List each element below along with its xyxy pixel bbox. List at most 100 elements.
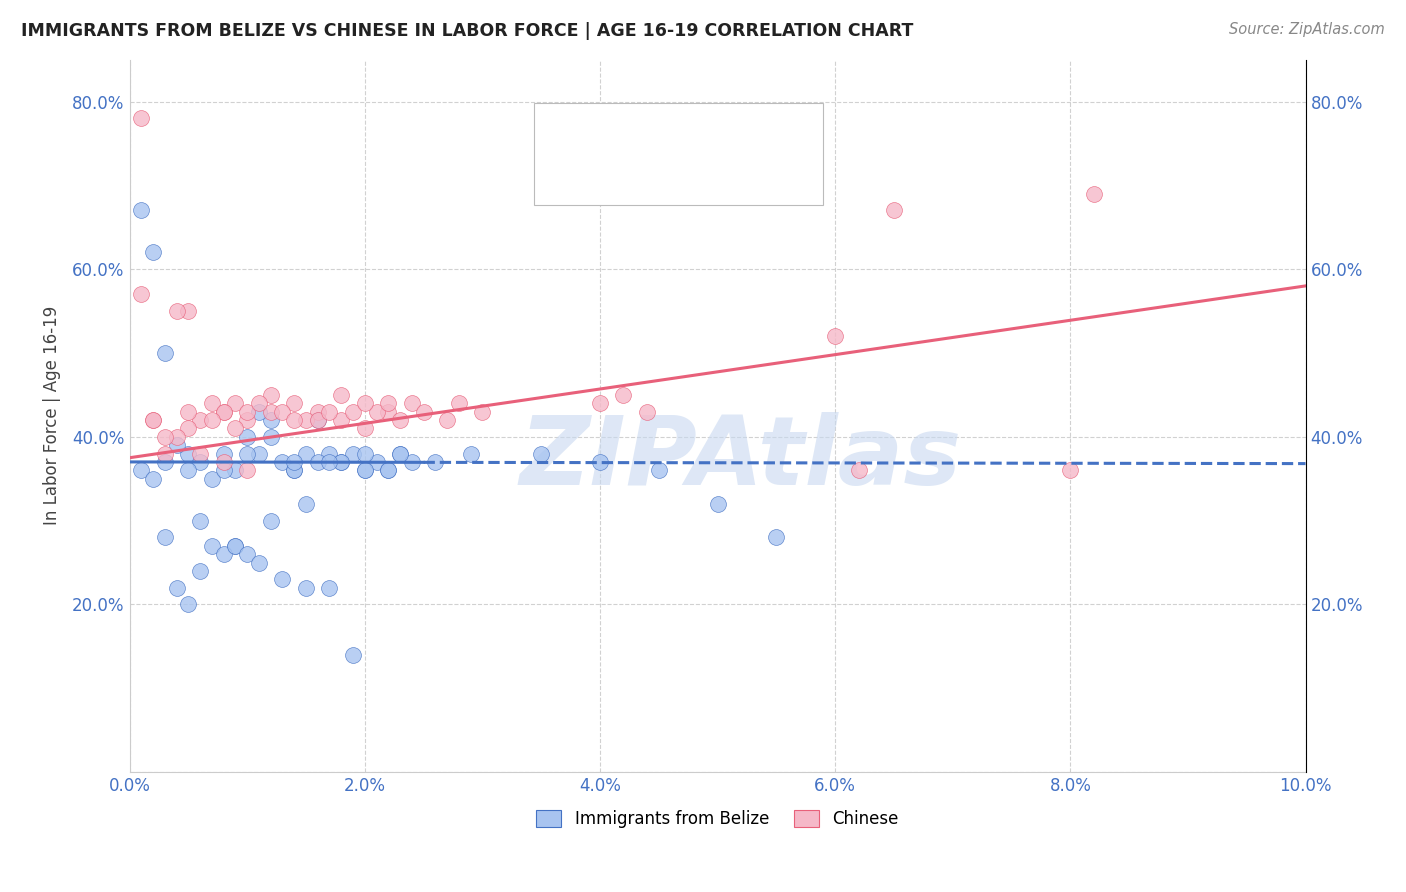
Point <box>283 396 305 410</box>
Point <box>212 455 235 469</box>
Point <box>201 396 224 410</box>
Point <box>247 396 270 410</box>
Bar <box>546 115 582 147</box>
Point <box>353 446 375 460</box>
Point <box>131 112 153 126</box>
Point <box>153 446 176 460</box>
Point <box>224 421 246 435</box>
Point <box>260 404 283 418</box>
Point <box>612 388 634 402</box>
Point <box>177 463 200 477</box>
Point <box>177 598 200 612</box>
Point <box>201 472 224 486</box>
Point <box>201 413 224 427</box>
Point <box>142 413 165 427</box>
Point <box>271 404 294 418</box>
Point <box>166 581 188 595</box>
Point <box>260 413 283 427</box>
Point <box>295 581 318 595</box>
Point <box>247 556 270 570</box>
Point <box>224 396 246 410</box>
Point <box>425 455 447 469</box>
Point <box>353 421 375 435</box>
Point <box>342 648 364 662</box>
Point <box>177 304 200 318</box>
Text: 0.268: 0.268 <box>640 168 696 186</box>
Point <box>283 463 305 477</box>
Point <box>389 413 412 427</box>
Point <box>471 404 494 418</box>
Text: Source: ZipAtlas.com: Source: ZipAtlas.com <box>1229 22 1385 37</box>
Point <box>212 547 235 561</box>
Point <box>307 413 329 427</box>
Text: R =: R = <box>592 168 634 186</box>
Point <box>377 463 399 477</box>
Point <box>188 564 211 578</box>
Point <box>224 539 246 553</box>
Point <box>377 396 399 410</box>
Text: N =: N = <box>714 168 751 186</box>
Point <box>247 446 270 460</box>
Point <box>353 463 375 477</box>
Text: 55: 55 <box>759 168 783 186</box>
Point <box>131 287 153 301</box>
Point <box>142 245 165 260</box>
Point <box>330 455 353 469</box>
Point <box>271 572 294 586</box>
Point <box>212 404 235 418</box>
Bar <box>546 161 582 193</box>
Point <box>236 413 259 427</box>
Point <box>236 446 259 460</box>
Point <box>153 530 176 544</box>
Point <box>177 446 200 460</box>
Point <box>848 463 870 477</box>
Point <box>260 514 283 528</box>
Text: R =: R = <box>592 122 628 140</box>
Point <box>318 455 340 469</box>
Point <box>260 430 283 444</box>
Point <box>131 463 153 477</box>
Point <box>177 404 200 418</box>
Point <box>824 329 846 343</box>
Point <box>353 396 375 410</box>
Point <box>366 404 388 418</box>
Point <box>295 497 318 511</box>
Point <box>153 346 176 360</box>
Point <box>177 421 200 435</box>
Point <box>330 455 353 469</box>
Point <box>401 396 423 410</box>
Point <box>142 472 165 486</box>
Point <box>318 446 340 460</box>
Point <box>236 430 259 444</box>
Point <box>188 413 211 427</box>
Point <box>283 413 305 427</box>
Point <box>307 404 329 418</box>
Point <box>188 446 211 460</box>
Text: -0.010: -0.010 <box>640 122 704 140</box>
Point <box>883 203 905 218</box>
Point <box>236 547 259 561</box>
Point <box>589 455 612 469</box>
Point <box>530 446 553 460</box>
Point <box>271 455 294 469</box>
Legend: Immigrants from Belize, Chinese: Immigrants from Belize, Chinese <box>530 804 905 835</box>
Point <box>765 530 787 544</box>
Point <box>1059 463 1081 477</box>
Point <box>330 388 353 402</box>
Point <box>342 446 364 460</box>
Point <box>201 539 224 553</box>
Point <box>247 404 270 418</box>
Point <box>188 514 211 528</box>
Point <box>153 430 176 444</box>
Point <box>142 413 165 427</box>
Point <box>436 413 458 427</box>
Y-axis label: In Labor Force | Age 16-19: In Labor Force | Age 16-19 <box>44 306 60 525</box>
Point <box>307 413 329 427</box>
Text: IMMIGRANTS FROM BELIZE VS CHINESE IN LABOR FORCE | AGE 16-19 CORRELATION CHART: IMMIGRANTS FROM BELIZE VS CHINESE IN LAB… <box>21 22 914 40</box>
Point <box>166 304 188 318</box>
Point <box>295 446 318 460</box>
Point <box>224 539 246 553</box>
Point <box>307 455 329 469</box>
Point <box>389 446 412 460</box>
Point <box>318 404 340 418</box>
